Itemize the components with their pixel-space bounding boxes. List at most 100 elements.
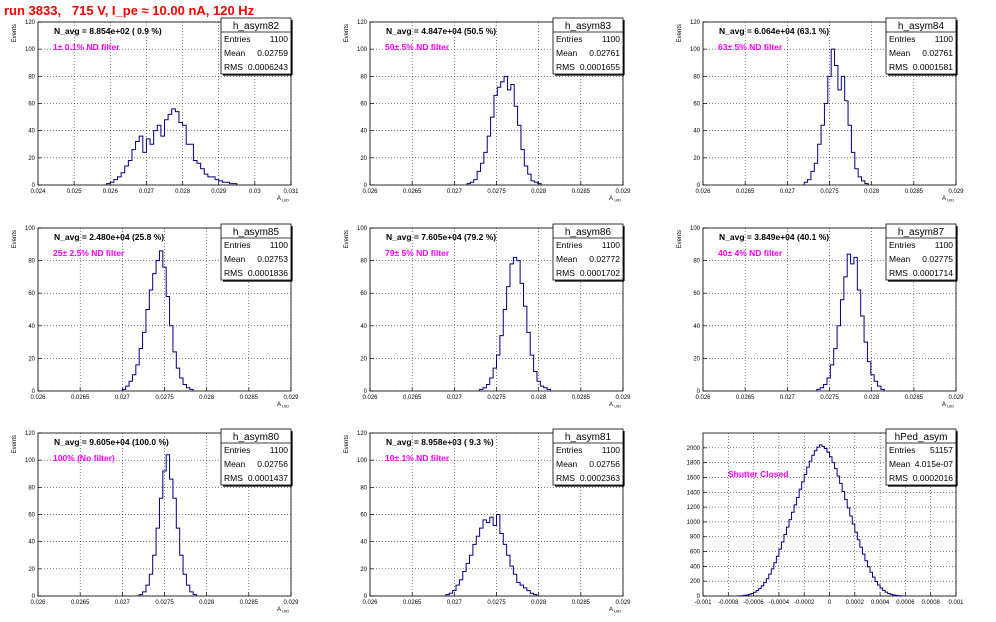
x-tick-label: 0.029 <box>283 600 299 606</box>
x-tick-label: 0.027 <box>780 189 796 195</box>
navg-label: N_avg = 8.958e+03 ( 9.3 %) <box>386 437 494 447</box>
y-tick-label: 20 <box>28 356 35 362</box>
filter-annotation: 50± 5% ND filter <box>385 42 450 52</box>
y-tick-label: 40 <box>28 129 35 135</box>
stats-box <box>885 223 957 281</box>
stats-key: Entries <box>556 445 582 455</box>
y-tick-label: 40 <box>28 324 35 330</box>
stats-value: 0.0001714 <box>913 268 953 278</box>
y-tick-label: 0 <box>32 183 36 189</box>
x-tick-label: 0.0008 <box>922 600 941 606</box>
stats-value: 1100 <box>270 240 289 250</box>
histogram-series-hPed_asym <box>737 444 904 597</box>
x-tick-label: 0.026 <box>695 395 711 401</box>
x-tick-label: 0.029 <box>615 600 631 606</box>
x-tick-label: 0.028 <box>864 189 880 195</box>
x-tick-label: -0.0008 <box>718 600 739 606</box>
stats-key: Mean <box>889 254 911 264</box>
x-tick-label: 0.0006 <box>896 600 915 606</box>
y-axis-label: Events <box>344 435 350 453</box>
histogram-name: h_asym83 <box>565 21 612 32</box>
stats-key: RMS <box>556 473 575 483</box>
y-tick-label: 20 <box>693 156 700 162</box>
y-tick-label: 0 <box>364 183 368 189</box>
x-tick-label: 0.0285 <box>240 395 259 401</box>
x-tick-label: 0.0265 <box>403 395 422 401</box>
y-tick-label: 60 <box>28 513 35 519</box>
y-tick-label: 80 <box>360 74 367 80</box>
stats-value: 1100 <box>602 34 621 44</box>
histogram-series-h_asym84 <box>803 48 869 185</box>
stats-value: 1100 <box>270 445 289 455</box>
stats-value: 1100 <box>602 445 621 455</box>
stats-value: 1100 <box>602 240 621 250</box>
y-tick-label: 120 <box>357 20 368 26</box>
histogram-name: h_asym81 <box>565 432 612 443</box>
x-tick-label: -0.001 <box>694 600 712 606</box>
x-tick-label: 0.028 <box>175 189 191 195</box>
y-tick-label: 0 <box>697 389 701 395</box>
stats-value: 0.0001702 <box>580 268 620 278</box>
stats-value: 0.0006243 <box>248 62 288 72</box>
x-tick-label: 0.0285 <box>240 600 259 606</box>
y-tick-label: 60 <box>693 102 700 108</box>
x-tick-label: 0.0275 <box>487 189 506 195</box>
stats-box <box>552 223 624 281</box>
stats-key: Entries <box>889 240 915 250</box>
x-tick-label: 0.025 <box>67 189 83 195</box>
y-tick-label: 0 <box>32 389 36 395</box>
x-axis-label: A UID <box>277 607 289 614</box>
stats-key: Mean <box>889 48 911 58</box>
navg-label: N_avg = 6.064e+04 (63.1 %) <box>719 26 829 36</box>
histogram-panel-h_asym85: 0.026 0.0265 0.027 0.0275 0.028 0.0285 0.029 0 2… <box>12 223 299 409</box>
histogram-panel-h_asym81: 0.026 0.0265 0.027 0.0275 0.028 0.0285 0.029 0 2… <box>344 428 631 614</box>
histogram-name: h_asym84 <box>898 21 945 32</box>
y-tick-label: 40 <box>360 540 367 546</box>
y-tick-label: 100 <box>690 226 701 232</box>
x-tick-label: 0.0285 <box>572 189 591 195</box>
x-tick-label: 0.0265 <box>736 189 755 195</box>
y-axis-label: Events <box>677 24 683 42</box>
y-tick-label: 2000 <box>687 446 701 452</box>
stats-box <box>220 428 292 486</box>
histogram-name: h_asym85 <box>233 227 280 238</box>
y-tick-label: 20 <box>360 356 367 362</box>
x-tick-label: 0.0265 <box>736 395 755 401</box>
histogram-series-h_asym82 <box>106 108 238 185</box>
x-axis-label: A UID <box>277 402 289 409</box>
x-tick-label: 0.0004 <box>871 600 890 606</box>
stats-key: Entries <box>556 240 582 250</box>
y-axis-label: Events <box>12 24 18 42</box>
histogram-series-h_asym87 <box>816 253 885 391</box>
y-tick-label: 80 <box>693 259 700 265</box>
navg-label: N_avg = 2.480e+04 (25.8 %) <box>54 232 164 242</box>
histogram-name: h_asym87 <box>898 227 945 238</box>
y-tick-label: 1000 <box>687 520 701 526</box>
stats-value: 0.0002363 <box>580 473 620 483</box>
x-tick-label: 0.027 <box>115 600 131 606</box>
stats-value: 0.0002016 <box>913 473 953 483</box>
y-tick-label: 100 <box>690 47 701 53</box>
x-tick-label: 0.028 <box>531 600 547 606</box>
histogram-series-h_asym81 <box>445 514 538 596</box>
x-tick-label: 0.0285 <box>572 600 591 606</box>
filter-annotation: 25± 2.5% ND filter <box>53 248 125 258</box>
x-axis-label: A UID <box>609 196 621 203</box>
x-tick-label: 0.029 <box>615 395 631 401</box>
stats-key: Mean <box>556 254 578 264</box>
y-axis-label: Events <box>12 435 18 453</box>
y-axis-label: Events <box>12 230 18 248</box>
x-tick-label: 0.028 <box>864 395 880 401</box>
stats-key: Mean <box>556 459 578 469</box>
y-tick-label: 600 <box>690 550 701 556</box>
x-tick-label: 0.026 <box>362 189 378 195</box>
stats-key: RMS <box>224 473 243 483</box>
page-title: run 3833, 715 V, I_pe ≈ 10.00 nA, 120 Hz <box>4 3 255 18</box>
stats-key: RMS <box>224 268 243 278</box>
y-tick-label: 80 <box>28 259 35 265</box>
x-tick-label: 0.001 <box>948 600 964 606</box>
filter-annotation: 79± 5% ND filter <box>385 248 450 258</box>
stats-key: RMS <box>556 268 575 278</box>
stats-key: Mean <box>556 48 578 58</box>
stats-box <box>885 428 957 486</box>
